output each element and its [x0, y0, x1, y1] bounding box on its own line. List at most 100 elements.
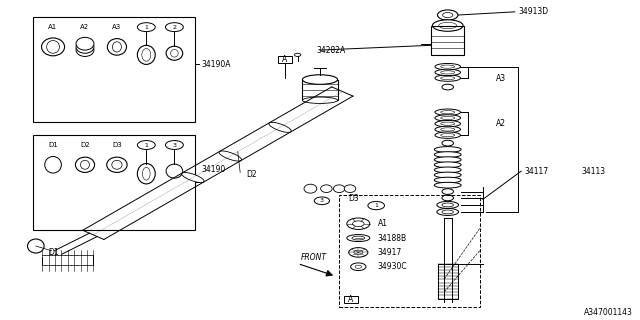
Text: FRONT: FRONT — [301, 253, 327, 262]
Ellipse shape — [138, 45, 156, 64]
Circle shape — [438, 10, 458, 20]
Bar — [278, 56, 292, 63]
Text: 3: 3 — [172, 142, 177, 148]
Ellipse shape — [435, 152, 461, 157]
Text: 1: 1 — [145, 142, 148, 148]
Ellipse shape — [333, 185, 345, 193]
Text: D1: D1 — [49, 248, 60, 257]
Ellipse shape — [437, 201, 459, 208]
Ellipse shape — [138, 164, 156, 184]
Ellipse shape — [433, 20, 463, 31]
Bar — [431, 26, 465, 55]
Text: 34117: 34117 — [524, 167, 548, 176]
Ellipse shape — [303, 75, 337, 84]
Text: A2: A2 — [81, 24, 90, 30]
Ellipse shape — [435, 182, 461, 188]
Circle shape — [138, 140, 156, 149]
Text: 34930C: 34930C — [378, 262, 407, 271]
Circle shape — [355, 265, 362, 268]
Ellipse shape — [441, 111, 455, 114]
Text: D2: D2 — [80, 142, 90, 148]
Ellipse shape — [347, 235, 370, 242]
Ellipse shape — [441, 65, 455, 68]
Circle shape — [442, 140, 454, 146]
Ellipse shape — [441, 133, 455, 137]
Ellipse shape — [269, 122, 291, 132]
Ellipse shape — [435, 126, 461, 132]
Text: 34188B: 34188B — [378, 234, 406, 243]
Text: 1: 1 — [145, 25, 148, 30]
Bar — [344, 296, 358, 303]
Text: D2: D2 — [246, 170, 257, 179]
Circle shape — [314, 197, 330, 204]
Text: 34282A: 34282A — [317, 45, 346, 55]
Circle shape — [354, 250, 363, 255]
Ellipse shape — [441, 76, 455, 80]
Ellipse shape — [435, 132, 461, 138]
Ellipse shape — [108, 39, 127, 55]
Circle shape — [347, 218, 370, 229]
Ellipse shape — [182, 172, 204, 183]
Circle shape — [443, 12, 453, 18]
Ellipse shape — [435, 147, 461, 152]
Ellipse shape — [344, 185, 356, 193]
Ellipse shape — [439, 22, 457, 29]
Text: D3: D3 — [349, 194, 360, 203]
Bar — [339, 195, 479, 307]
Ellipse shape — [112, 160, 122, 169]
Ellipse shape — [76, 37, 94, 50]
Bar — [33, 17, 195, 122]
Ellipse shape — [435, 157, 461, 163]
Ellipse shape — [42, 38, 65, 56]
Ellipse shape — [45, 156, 61, 173]
Ellipse shape — [435, 75, 461, 81]
Text: A: A — [348, 295, 353, 304]
Ellipse shape — [441, 116, 455, 120]
Ellipse shape — [76, 157, 95, 172]
Text: D1: D1 — [48, 142, 58, 148]
Text: A: A — [282, 55, 287, 64]
Circle shape — [349, 248, 368, 257]
Circle shape — [294, 53, 301, 56]
Ellipse shape — [442, 203, 454, 207]
Ellipse shape — [304, 184, 317, 193]
Text: 34190: 34190 — [202, 165, 226, 174]
Text: 3: 3 — [320, 198, 324, 203]
Text: 34113: 34113 — [582, 167, 606, 176]
Ellipse shape — [321, 185, 332, 193]
Ellipse shape — [441, 122, 455, 125]
Circle shape — [353, 221, 364, 227]
Ellipse shape — [437, 208, 459, 215]
Ellipse shape — [442, 210, 454, 214]
Ellipse shape — [113, 42, 122, 52]
Ellipse shape — [166, 46, 182, 60]
Ellipse shape — [352, 236, 365, 240]
Ellipse shape — [143, 167, 150, 180]
Ellipse shape — [435, 172, 461, 178]
Ellipse shape — [441, 128, 455, 131]
Ellipse shape — [166, 164, 182, 178]
Circle shape — [442, 195, 454, 201]
Circle shape — [138, 23, 156, 32]
Ellipse shape — [435, 121, 461, 127]
Text: A3: A3 — [495, 74, 506, 83]
Ellipse shape — [142, 49, 151, 61]
Text: 2: 2 — [172, 25, 177, 30]
Ellipse shape — [107, 157, 127, 172]
Ellipse shape — [441, 71, 455, 74]
Ellipse shape — [81, 160, 90, 169]
Text: 1: 1 — [374, 203, 378, 208]
Ellipse shape — [76, 41, 94, 53]
Bar — [303, 80, 337, 100]
Ellipse shape — [435, 177, 461, 183]
Ellipse shape — [435, 109, 461, 116]
Text: 34913D: 34913D — [518, 7, 548, 16]
Circle shape — [351, 263, 366, 270]
Circle shape — [368, 201, 385, 210]
Bar — [438, 264, 458, 299]
Ellipse shape — [435, 63, 461, 70]
Circle shape — [442, 189, 454, 195]
Text: A1: A1 — [49, 24, 58, 30]
Ellipse shape — [303, 97, 337, 103]
Text: D3: D3 — [112, 142, 122, 148]
